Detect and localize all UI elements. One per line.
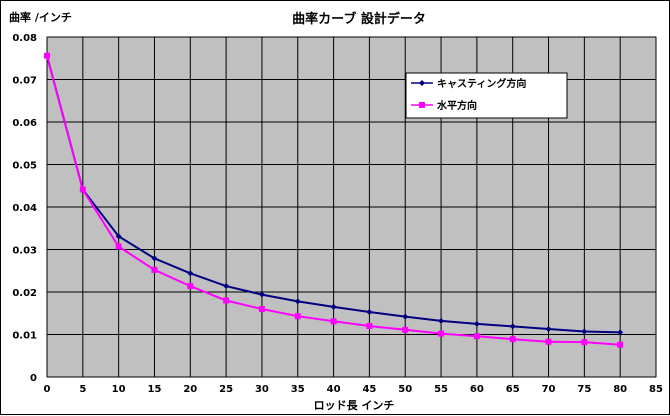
series-0-point (258, 291, 265, 298)
series-1-point (366, 323, 373, 329)
y-tick-label: 0.02 (12, 288, 37, 299)
series-0-point (509, 323, 516, 330)
x-tick-label: 25 (219, 384, 233, 395)
series-0-point (187, 270, 194, 277)
y-tick-label: 0 (30, 373, 37, 384)
x-tick-label: 50 (398, 384, 412, 395)
series-0-point (223, 283, 230, 290)
series-0-point (473, 320, 480, 327)
x-tick-label: 15 (148, 384, 162, 395)
series-1-point (79, 186, 86, 193)
x-tick-label: 55 (434, 384, 448, 395)
series-0-point (581, 328, 588, 335)
x-tick-label: 45 (362, 384, 376, 395)
series-1-point (330, 318, 337, 325)
x-tick-label: 65 (506, 384, 520, 395)
x-tick-label: 80 (613, 384, 627, 395)
y-tick-label: 0.08 (12, 33, 37, 44)
series-0-point (402, 313, 409, 320)
x-tick-labels: 0 5 10 15 20 25 30 35 40 45 50 55 60 65 70 75 80 85 (44, 384, 663, 395)
x-tick-label: 70 (542, 384, 556, 395)
series-1-point (187, 283, 194, 290)
x-tick-label: 40 (327, 384, 341, 395)
series-0-point (330, 303, 337, 310)
series-1-point (509, 336, 516, 343)
x-tick-label: 10 (112, 384, 126, 395)
series-1-point (473, 333, 480, 340)
series-0-point (366, 308, 373, 315)
series-1-point (294, 313, 301, 320)
series-1-point (545, 338, 552, 345)
series-0-point (115, 233, 122, 240)
series-1-point (617, 341, 624, 348)
y-tick-labels: 0 0.01 0.02 0.03 0.04 0.05 0.06 0.07 0.08 (12, 33, 37, 384)
x-tick-label: 75 (577, 384, 591, 395)
y-tick-label: 0.05 (12, 161, 37, 172)
y-axis-label: 曲率 /インチ (9, 10, 72, 24)
y-tick-label: 0.06 (12, 118, 37, 129)
legend-marker-horizontal (419, 102, 425, 108)
legend-box (405, 72, 568, 119)
series-1-point (402, 326, 409, 333)
series-1-point (438, 330, 445, 337)
y-tick-label: 0.03 (12, 246, 37, 257)
series-1-point (151, 266, 158, 273)
x-tick-label: 85 (649, 384, 663, 395)
series-1-point (581, 339, 588, 346)
legend-label-casting: キャスティング方向 (437, 77, 526, 90)
x-tick-label: 5 (79, 384, 86, 395)
x-tick-label: 35 (291, 384, 305, 395)
series-1-point (115, 243, 122, 250)
series-1-point (44, 52, 50, 59)
y-tick-label: 0.07 (12, 76, 37, 87)
series-0-point (294, 298, 301, 305)
series-1-point (223, 297, 230, 304)
x-tick-label: 60 (470, 384, 484, 395)
x-axis-label: ロッド長 インチ (314, 399, 395, 412)
x-tick-label: 0 (44, 384, 51, 395)
y-tick-label: 0.01 (12, 331, 37, 342)
y-tick-label: 0.04 (12, 203, 37, 214)
legend-marker-casting (419, 80, 425, 86)
data-series (44, 52, 624, 348)
x-tick-label: 30 (255, 384, 269, 395)
series-1-point (258, 306, 265, 312)
series-0-point (545, 325, 552, 332)
chart-title: 曲率カーブ 設計データ (292, 11, 426, 27)
series-0-point (617, 329, 624, 336)
x-tick-label: 20 (183, 384, 197, 395)
legend: キャスティング方向 水平方向 (405, 72, 568, 119)
series-0-point (438, 317, 445, 324)
legend-label-horizontal: 水平方向 (436, 99, 477, 112)
